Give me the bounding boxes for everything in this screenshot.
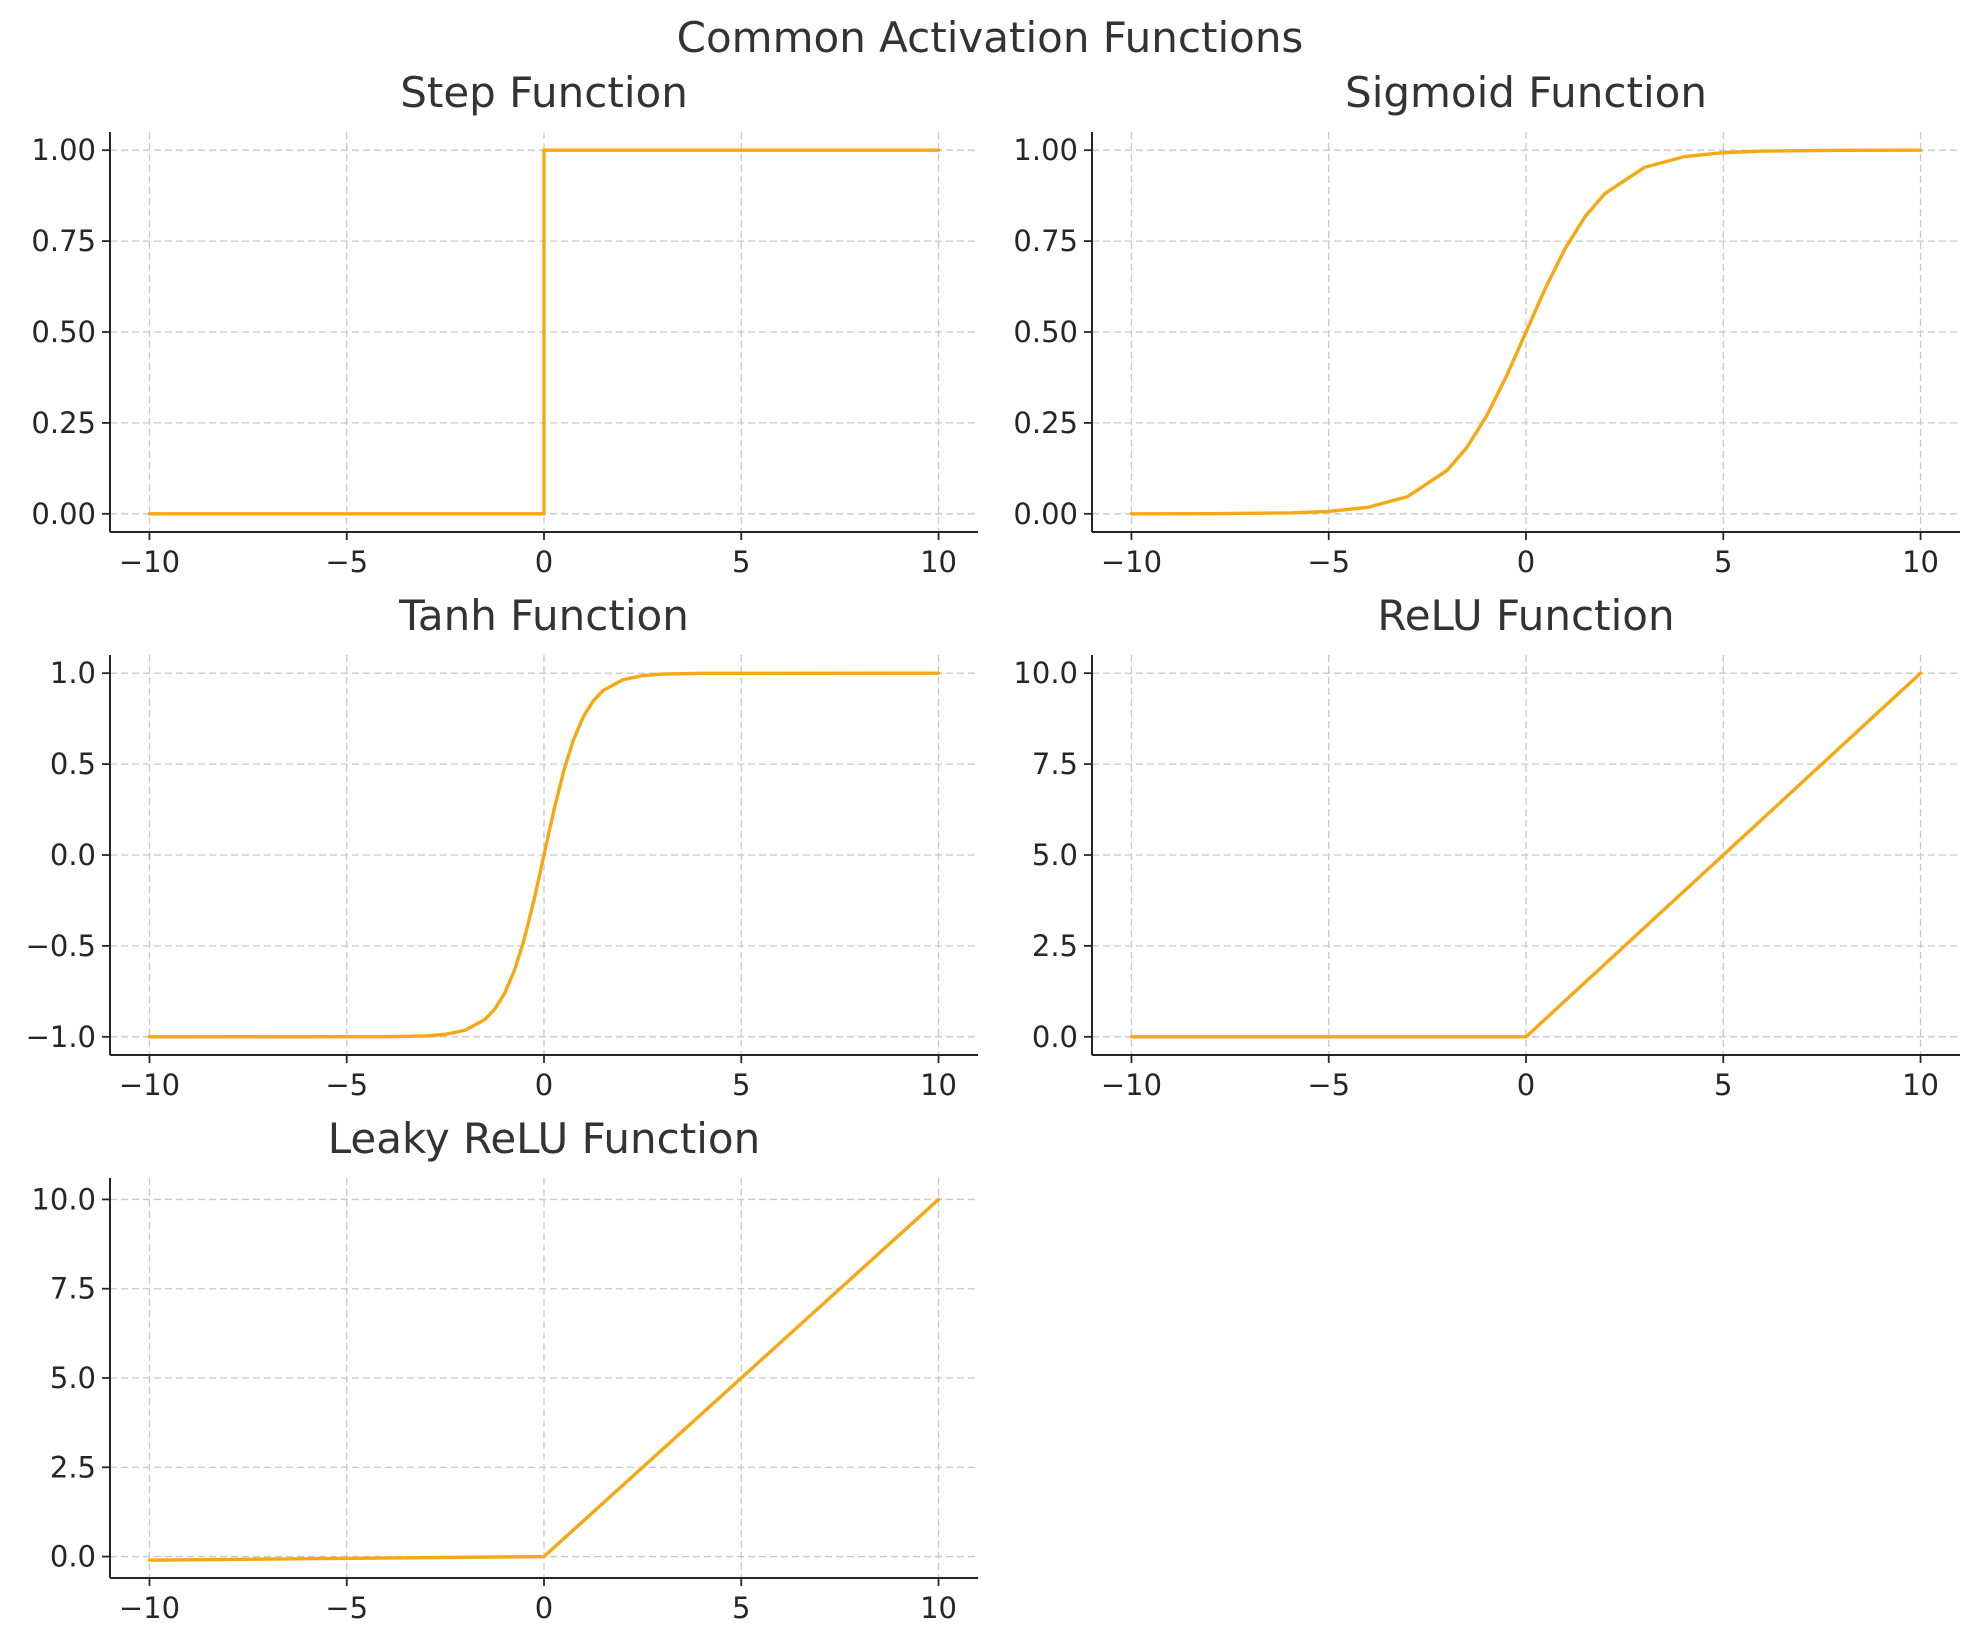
step-y-tick-label: 0.25	[31, 406, 96, 440]
step-x-tick-label: 5	[732, 545, 750, 579]
relu-subplot: −10 −5 0 5 10 0.0 2.5 5.0 7.5 10.0 ReLU Function	[1013, 591, 1960, 1102]
step-x-tick-label: −10	[119, 545, 180, 579]
relu-x-tick-label: −10	[1101, 1068, 1162, 1102]
sigmoid-y-tick-label: 0.00	[1013, 497, 1078, 531]
tanh-x-tick-label: −10	[119, 1068, 180, 1102]
relu-y-tick-label: 5.0	[1032, 838, 1078, 872]
sigmoid-x-tick-label: 0	[1517, 545, 1535, 579]
tanh-x-tick-label: −5	[325, 1068, 368, 1102]
tanh-y-tick-label: 0.5	[50, 747, 96, 781]
tanh-series-line	[147, 671, 941, 1039]
sigmoid-y-tick-label: 1.00	[1013, 133, 1078, 167]
step-x-tick-label: 0	[535, 545, 553, 579]
tanh-y-tick-label: 0.0	[50, 838, 96, 872]
sigmoid-x-tick-label: 5	[1714, 545, 1732, 579]
tanh-subplot-title: Tanh Function	[398, 591, 689, 640]
leaky-relu-y-tick-label: 2.5	[50, 1450, 96, 1484]
sigmoid-x-tick-label: −5	[1307, 545, 1350, 579]
leaky-relu-x-tick-label: 5	[732, 1591, 750, 1625]
tanh-y-tick-label: −0.5	[26, 929, 96, 963]
sigmoid-y-tick-label: 0.25	[1013, 406, 1078, 440]
leaky-relu-series-line	[147, 1197, 941, 1562]
leaky-relu-y-tick-label: 0.0	[50, 1540, 96, 1574]
relu-y-tick-label: 2.5	[1032, 929, 1078, 963]
tanh-x-tick-label: 5	[732, 1068, 750, 1102]
leaky-relu-subplot-title: Leaky ReLU Function	[328, 1114, 760, 1163]
leaky-relu-x-tick-label: 0	[535, 1591, 553, 1625]
leaky-relu-y-tick-label: 7.5	[50, 1272, 96, 1306]
figure-title: Common Activation Functions	[677, 13, 1304, 62]
relu-x-tick-label: 0	[1517, 1068, 1535, 1102]
step-subplot: −10 −5 0 5 10 0.00 0.25 0.50 0.75 1.00 Step Functi…	[31, 68, 978, 579]
tanh-y-tick-label: −1.0	[26, 1020, 96, 1054]
leaky-relu-y-tick-label: 5.0	[50, 1361, 96, 1395]
relu-y-tick-label: 0.0	[1032, 1020, 1078, 1054]
step-series-line	[147, 148, 941, 516]
sigmoid-y-tick-label: 0.75	[1013, 224, 1078, 258]
relu-x-tick-label: 5	[1714, 1068, 1732, 1102]
relu-x-tick-label: −5	[1307, 1068, 1350, 1102]
leaky-relu-subplot: −10 −5 0 5 10 0.0 2.5 5.0 7.5 10.0 Leaky ReLU Func…	[31, 1114, 978, 1625]
step-subplot-title: Step Function	[400, 68, 688, 117]
step-y-tick-label: 0.75	[31, 224, 96, 258]
leaky-relu-y-tick-label: 10.0	[31, 1182, 96, 1216]
leaky-relu-x-tick-label: −5	[325, 1591, 368, 1625]
step-x-tick-label: −5	[325, 545, 368, 579]
step-y-tick-label: 0.50	[31, 315, 96, 349]
leaky-relu-x-tick-label: 10	[920, 1591, 957, 1625]
sigmoid-x-tick-label: 10	[1902, 545, 1939, 579]
leaky-relu-x-tick-label: −10	[119, 1591, 180, 1625]
tanh-x-tick-label: 10	[920, 1068, 957, 1102]
step-y-tick-label: 1.00	[31, 133, 96, 167]
sigmoid-series-line	[1129, 148, 1923, 516]
step-x-tick-label: 10	[920, 545, 957, 579]
relu-x-tick-label: 10	[1902, 1068, 1939, 1102]
relu-subplot-title: ReLU Function	[1377, 591, 1674, 640]
sigmoid-y-tick-label: 0.50	[1013, 315, 1078, 349]
sigmoid-x-tick-label: −10	[1101, 545, 1162, 579]
tanh-x-tick-label: 0	[535, 1068, 553, 1102]
sigmoid-subplot: −10 −5 0 5 10 0.00 0.25 0.50 0.75 1.00 Sigmoid Fun…	[1013, 68, 1960, 579]
relu-y-tick-label: 10.0	[1013, 656, 1078, 690]
step-y-tick-label: 0.00	[31, 497, 96, 531]
relu-series-line	[1129, 671, 1923, 1039]
tanh-subplot: −10 −5 0 5 10 −1.0 −0.5 0.0 0.5 1.0 Tanh Function	[26, 591, 978, 1102]
sigmoid-subplot-title: Sigmoid Function	[1345, 68, 1707, 117]
relu-y-tick-label: 7.5	[1032, 747, 1078, 781]
tanh-y-tick-label: 1.0	[50, 656, 96, 690]
